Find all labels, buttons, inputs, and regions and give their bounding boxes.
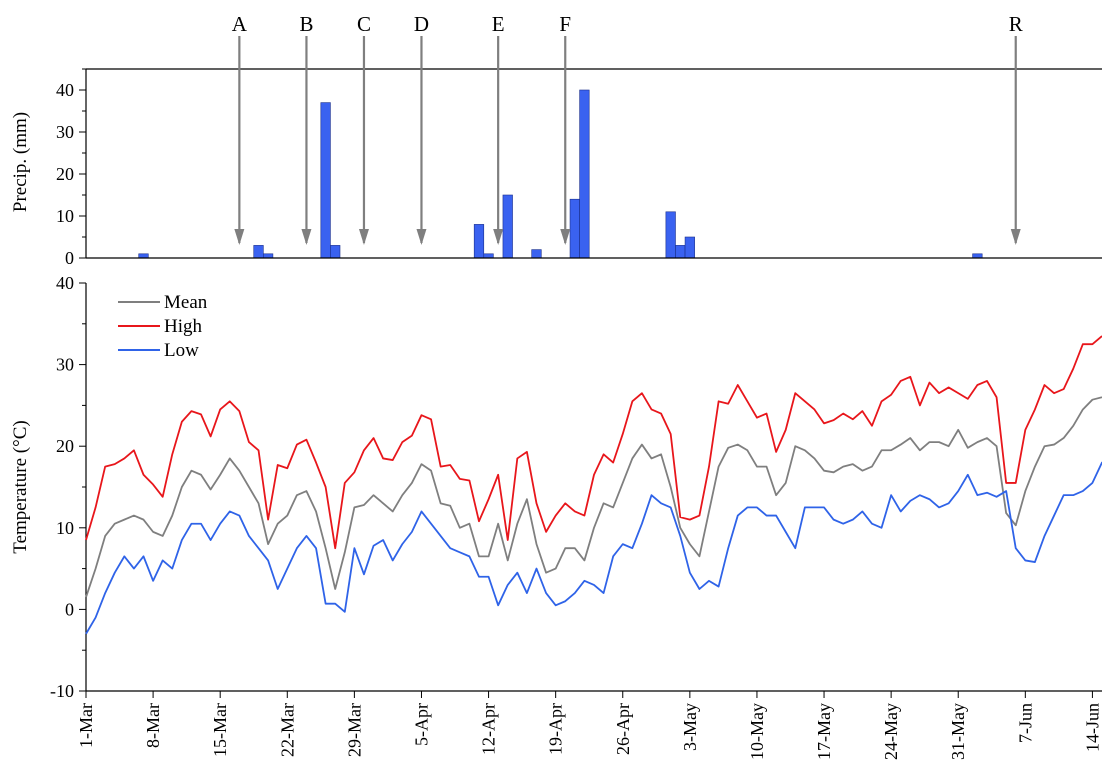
precip-y-tick-label: 20 bbox=[56, 164, 74, 184]
precip-bar bbox=[320, 102, 331, 259]
precip-y-tick-label: 10 bbox=[56, 206, 74, 226]
x-tick-label: 29-Mar bbox=[344, 703, 364, 757]
precip-bar bbox=[330, 245, 341, 259]
precip-axes: 0 10 20 30 40 bbox=[56, 68, 1102, 268]
x-tick-label: 22-Mar bbox=[277, 703, 297, 757]
x-tick-label: 1-Mar bbox=[76, 703, 96, 748]
x-tick-label: 17-May bbox=[814, 703, 834, 760]
precip-bar bbox=[569, 198, 580, 259]
temperature-y-tick-label: -10 bbox=[50, 681, 74, 701]
precip-bar bbox=[263, 253, 274, 259]
precip-bars bbox=[138, 89, 983, 259]
x-tick-label: 14-Jun bbox=[1082, 703, 1102, 752]
precip-bar bbox=[483, 253, 494, 259]
temperature-y-axis-label: Temperature (°C) bbox=[10, 420, 31, 553]
event-arrowhead bbox=[560, 229, 571, 245]
precip-y-tick-label: 30 bbox=[56, 122, 74, 142]
event-arrowhead bbox=[1010, 229, 1021, 245]
x-tick-label: 5-Apr bbox=[411, 703, 431, 746]
event-label: F bbox=[559, 12, 571, 36]
precip-bar bbox=[253, 245, 264, 259]
event-arrowhead bbox=[416, 229, 427, 245]
precip-bar bbox=[972, 253, 983, 259]
precip-panel: 0 10 20 30 40 A B C D E F R Precip. (mm) bbox=[10, 12, 1102, 268]
precip-bar bbox=[675, 245, 686, 259]
x-tick-label: 31-May bbox=[948, 703, 968, 760]
temperature-lines bbox=[85, 335, 1102, 635]
temperature-y-tick-label: 30 bbox=[56, 355, 74, 375]
x-tick-label: 8-Mar bbox=[143, 703, 163, 748]
precip-bar bbox=[502, 194, 513, 259]
x-tick-label: 19-Apr bbox=[546, 703, 566, 755]
x-tick-label: 7-Jun bbox=[1015, 703, 1035, 743]
x-tick-label: 12-Apr bbox=[479, 703, 499, 755]
event-arrowhead bbox=[358, 229, 369, 245]
temperature-y-tick-label: 20 bbox=[56, 436, 74, 456]
temperature-y-tick-label: 0 bbox=[65, 599, 74, 619]
x-tick-label: 3-May bbox=[680, 703, 700, 751]
x-tick-label: 24-May bbox=[881, 703, 901, 760]
event-label: A bbox=[232, 12, 248, 36]
temperature-y-tick-label: 40 bbox=[56, 273, 74, 293]
precip-y-tick-label: 40 bbox=[56, 80, 74, 100]
series-high-line bbox=[85, 335, 1102, 550]
temperature-panel: -10 0 10 20 30 40 Mean High Low Temperature (°C… bbox=[10, 273, 1102, 760]
event-label: B bbox=[299, 12, 313, 36]
precip-bar bbox=[684, 236, 695, 259]
event-label: C bbox=[357, 12, 371, 36]
series-low-line bbox=[85, 461, 1102, 635]
temperature-y-tick-label: 10 bbox=[56, 518, 74, 538]
event-label: R bbox=[1009, 12, 1023, 36]
event-arrowhead bbox=[493, 229, 504, 245]
legend: Mean High Low bbox=[118, 292, 208, 361]
precip-bar bbox=[531, 249, 542, 259]
event-arrowhead bbox=[301, 229, 312, 245]
series-mean-line bbox=[85, 396, 1102, 598]
precip-bar bbox=[473, 224, 485, 259]
temperature-axes: -10 0 10 20 30 40 bbox=[50, 273, 1102, 701]
x-tick-label: 10-May bbox=[747, 703, 767, 760]
x-tick-label: 26-Apr bbox=[613, 703, 633, 755]
x-axis-ticks: 1-Mar 8-Mar 15-Mar 22-Mar 29-Mar 5-Apr 12-Apr 1… bbox=[76, 691, 1102, 760]
legend-entry: Mean bbox=[164, 292, 208, 313]
legend-entry: Low bbox=[164, 340, 199, 361]
x-tick-label: 15-Mar bbox=[210, 703, 230, 757]
precip-y-tick-label: 0 bbox=[65, 248, 74, 268]
precip-bar bbox=[579, 89, 590, 259]
precip-y-axis-label: Precip. (mm) bbox=[10, 112, 31, 212]
event-arrowhead bbox=[234, 229, 245, 245]
legend-entry: High bbox=[164, 316, 203, 337]
event-label: E bbox=[492, 12, 505, 36]
precip-bar bbox=[665, 211, 676, 259]
precip-bar bbox=[138, 253, 149, 259]
event-label: D bbox=[414, 12, 429, 36]
